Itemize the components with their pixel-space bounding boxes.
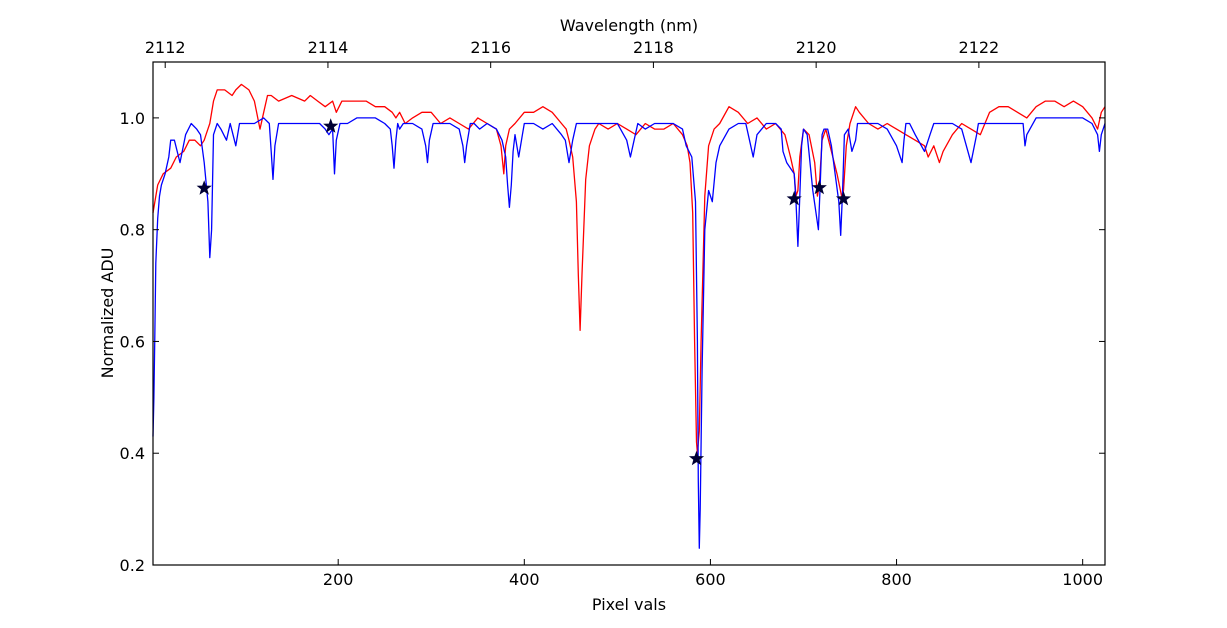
top-tick-label: 2118	[633, 38, 674, 57]
top-tick-label: 2116	[470, 38, 511, 57]
star-marker	[323, 118, 339, 133]
y-tick-label: 0.8	[120, 221, 145, 240]
top-tick-label: 2114	[308, 38, 349, 57]
plot-frame	[152, 61, 1106, 566]
x-tick-label: 600	[695, 570, 726, 589]
top-axis-label: Wavelength (nm)	[560, 16, 698, 35]
top-tick-label: 2122	[959, 38, 1000, 57]
tick-layer: 200 400 600 800 1000 0.2 0.4 0.6 0.8 1.0 2112 2114 2…	[120, 38, 1105, 589]
top-tick-label: 2112	[145, 38, 186, 57]
top-tick-label: 2120	[796, 38, 837, 57]
x-tick-label: 400	[509, 570, 540, 589]
y-tick-label: 0.6	[120, 332, 145, 351]
x-axis-label: Pixel vals	[592, 595, 666, 614]
y-tick-label: 0.2	[120, 556, 145, 575]
marker-layer	[196, 118, 852, 466]
star-marker	[811, 179, 827, 195]
x-tick-label: 800	[881, 570, 912, 589]
star-marker	[196, 180, 212, 195]
x-tick-label: 200	[323, 570, 354, 589]
y-tick-label: 1.0	[120, 109, 145, 128]
x-tick-label: 1000	[1062, 570, 1103, 589]
star-marker	[688, 450, 705, 466]
series-line-2	[152, 117, 1106, 549]
star-marker	[786, 190, 802, 206]
y-axis-label: Normalized ADU	[98, 248, 117, 379]
star-marker	[835, 190, 852, 206]
series-layer	[152, 83, 1106, 549]
y-tick-label: 0.4	[120, 444, 145, 463]
series-line-1	[152, 83, 1106, 454]
